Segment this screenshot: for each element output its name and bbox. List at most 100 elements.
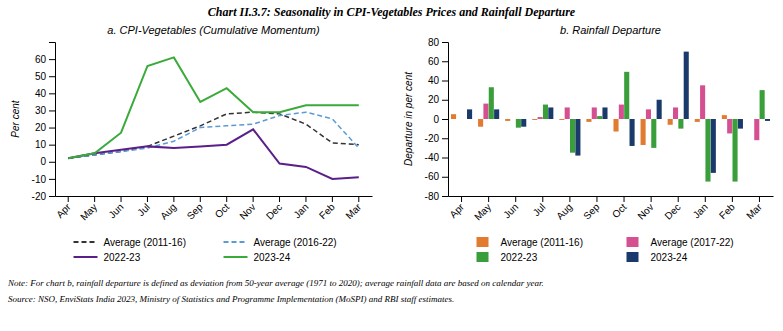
y-tick-label: 40 xyxy=(428,75,440,86)
x-tick: Sep xyxy=(581,196,602,222)
y-tick-mark xyxy=(442,196,448,197)
y-axis: -80-60-40-20020406080 xyxy=(425,37,449,202)
x-tick-label: Feb xyxy=(317,201,337,221)
x-tick-mark xyxy=(651,196,652,202)
x-tick-label: Sep xyxy=(581,201,602,222)
bar xyxy=(559,119,564,121)
x-tick-label: Mar xyxy=(343,201,363,221)
bar xyxy=(543,105,548,119)
legend-label: 2022-23 xyxy=(104,252,141,263)
x-tick-mark xyxy=(94,196,95,202)
legend-swatch xyxy=(224,256,248,258)
bar xyxy=(613,119,618,132)
x-tick: Jun xyxy=(106,196,125,220)
x-tick: Nov xyxy=(237,196,257,222)
x-tick-label: Feb xyxy=(717,201,737,221)
bar xyxy=(754,119,759,140)
y-tick-mark xyxy=(49,145,55,146)
x-tick-label: Oct xyxy=(213,201,232,220)
legend-item: 2023-24 xyxy=(224,252,291,263)
x-tick-label: Dec xyxy=(264,201,284,221)
legend-swatch xyxy=(74,256,98,258)
bar xyxy=(619,105,624,119)
y-tick-mark xyxy=(49,162,55,163)
x-tick-mark xyxy=(759,196,760,202)
y-axis-title: Departure in per cent xyxy=(403,71,414,166)
y-tick-label: -20 xyxy=(425,133,440,144)
y-tick-mark xyxy=(49,76,55,77)
x-tick: Jul xyxy=(135,196,152,218)
y-tick: 0 xyxy=(40,156,55,167)
x-tick: Dec xyxy=(264,196,284,222)
legend-label: Average (2011-16) xyxy=(104,237,186,248)
x-tick-label: Jan xyxy=(291,201,310,220)
bar xyxy=(451,114,456,119)
y-tick-mark xyxy=(442,177,448,178)
x-tick-label: Jul xyxy=(135,201,152,218)
bar xyxy=(489,87,494,119)
y-tick-mark xyxy=(442,81,448,82)
y-tick-mark xyxy=(442,158,448,159)
x-axis-line xyxy=(56,196,373,197)
legend-label: 2023-24 xyxy=(254,252,291,263)
bar xyxy=(575,119,580,156)
y-tick-mark xyxy=(442,42,448,43)
bar xyxy=(483,104,488,119)
legend: Average (2011-16) Average (2016-22) 2022-2… xyxy=(74,237,337,263)
y-tick-label: -40 xyxy=(425,152,440,163)
y-tick-label: 40 xyxy=(35,88,47,99)
y-tick: 20 xyxy=(35,122,55,133)
y-axis-title: Per cent xyxy=(10,99,21,137)
bar xyxy=(602,107,607,119)
bar-series xyxy=(467,52,770,173)
legend-item: Average (2016-22) xyxy=(224,237,337,248)
legend-item: 2023-24 xyxy=(627,252,688,263)
x-tick-label: Jun xyxy=(501,201,520,220)
x-tick: Oct xyxy=(213,196,232,220)
y-tick-label: 20 xyxy=(35,122,47,133)
bar xyxy=(738,119,743,129)
y-tick-label: 20 xyxy=(428,94,440,105)
x-tick-label: Jun xyxy=(106,201,125,220)
panel: AprMayJunJulAugSepOctNovDecJanFebMar-20-… xyxy=(10,24,373,263)
y-tick-label: -10 xyxy=(32,174,47,185)
bar xyxy=(646,109,651,119)
y-tick-label: 0 xyxy=(433,114,439,125)
legend-swatch xyxy=(627,237,639,247)
bar xyxy=(597,116,602,119)
legend-swatch xyxy=(477,252,489,262)
x-tick-label: Apr xyxy=(54,201,73,220)
y-tick: -20 xyxy=(425,133,448,144)
legend-label: Average (2011-16) xyxy=(501,237,583,248)
x-tick: Aug xyxy=(158,196,178,222)
x-tick-mark xyxy=(147,196,148,202)
x-tick-label: Aug xyxy=(554,201,574,221)
x-tick-mark xyxy=(226,196,227,202)
x-tick-mark xyxy=(332,196,333,202)
x-tick-label: May xyxy=(472,201,493,222)
bar xyxy=(478,119,483,127)
bar xyxy=(532,119,537,121)
chart-svg: Chart II.3.7: Seasonality in CPI-Vegetab… xyxy=(0,0,783,331)
x-tick-label: Nov xyxy=(237,201,257,221)
series-line xyxy=(68,129,359,179)
x-tick-label: Mar xyxy=(744,201,764,221)
x-tick-mark xyxy=(461,196,462,202)
x-tick-mark xyxy=(542,196,543,202)
x-tick-mark xyxy=(732,196,733,202)
bar xyxy=(494,109,499,119)
legend-swatch xyxy=(224,241,248,243)
legend-item: Average (2017-22) xyxy=(627,237,734,248)
panel-title: a. CPI-Vegetables (Cumulative Momentum) xyxy=(107,24,320,36)
x-tick: Jan xyxy=(691,196,710,220)
bar xyxy=(722,115,727,119)
x-tick-label: Jan xyxy=(691,201,710,220)
x-tick: Mar xyxy=(343,196,363,221)
bar xyxy=(711,119,716,173)
y-tick-mark xyxy=(49,93,55,94)
legend-item: Average (2011-16) xyxy=(477,237,583,248)
legend-swatch xyxy=(74,241,98,243)
y-tick-label: 60 xyxy=(428,56,440,67)
legend-item: 2022-23 xyxy=(477,252,538,263)
bar xyxy=(630,119,635,146)
